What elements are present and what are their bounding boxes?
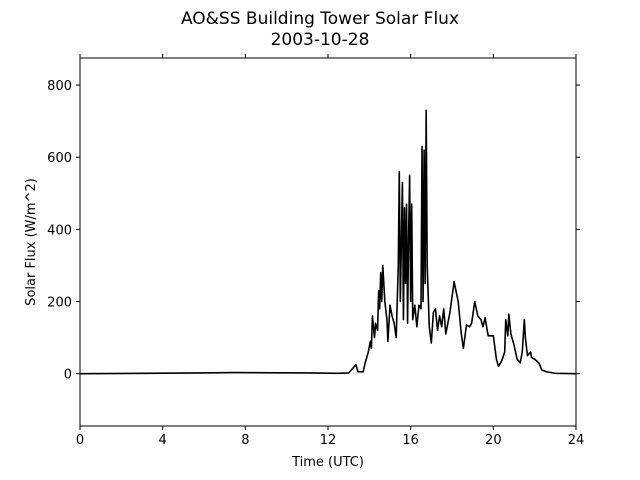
x-tick-label: 24 bbox=[568, 433, 585, 448]
y-tick-label: 400 bbox=[47, 223, 72, 238]
plot-frame bbox=[79, 57, 577, 427]
data-line bbox=[79, 109, 577, 375]
y-axis-label: Solar Flux (W/m^2) bbox=[24, 178, 39, 306]
y-tick-label: 0 bbox=[64, 368, 72, 383]
x-tick-label: 12 bbox=[320, 433, 337, 448]
x-tick-label: 16 bbox=[402, 433, 419, 448]
y-tick-label: 800 bbox=[47, 79, 72, 94]
y-tick-label: 600 bbox=[47, 151, 72, 166]
x-tick-label: 4 bbox=[159, 433, 167, 448]
chart-subtitle: 2003-10-28 bbox=[271, 30, 370, 50]
x-tick-label: 20 bbox=[485, 433, 502, 448]
x-tick-label: 8 bbox=[241, 433, 249, 448]
chart-title: AO&SS Building Tower Solar Flux bbox=[181, 9, 459, 29]
y-tick-label: 200 bbox=[47, 296, 72, 311]
x-axis-label: Time (UTC) bbox=[291, 455, 364, 470]
x-tick-label: 0 bbox=[76, 433, 84, 448]
